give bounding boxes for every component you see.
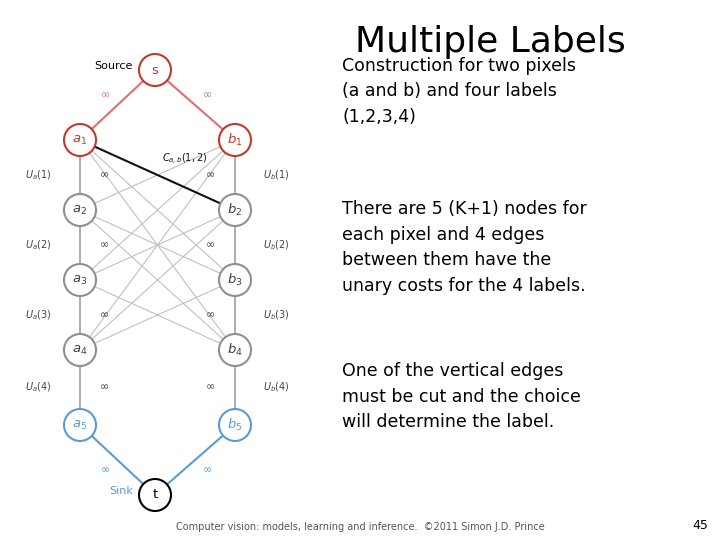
Text: ∞: ∞ — [100, 382, 109, 393]
Text: $U_{a}(3)$: $U_{a}(3)$ — [25, 308, 52, 322]
Text: Construction for two pixels
(a and b) and four labels
(1,2,3,4): Construction for two pixels (a and b) an… — [342, 57, 576, 126]
Text: 45: 45 — [692, 519, 708, 532]
Text: Sink: Sink — [109, 486, 133, 496]
Text: ∞: ∞ — [206, 310, 215, 320]
Text: ∞: ∞ — [100, 170, 109, 180]
Text: There are 5 (K+1) nodes for
each pixel and 4 edges
between them have the
unary c: There are 5 (K+1) nodes for each pixel a… — [342, 200, 587, 295]
Text: $a_4$: $a_4$ — [72, 343, 88, 356]
Text: ∞: ∞ — [101, 465, 110, 475]
Text: Computer vision: models, learning and inference.  ©2011 Simon J.D. Prince: Computer vision: models, learning and in… — [176, 522, 544, 532]
Text: $a_1$: $a_1$ — [73, 133, 88, 146]
Text: $b_2$: $b_2$ — [228, 202, 243, 218]
Text: $b_1$: $b_1$ — [228, 132, 243, 148]
Text: $b_5$: $b_5$ — [228, 417, 243, 433]
Text: ∞: ∞ — [206, 240, 215, 250]
Text: $a_2$: $a_2$ — [73, 204, 88, 217]
Text: Multiple Labels: Multiple Labels — [355, 25, 626, 59]
Circle shape — [219, 409, 251, 441]
Text: $a_3$: $a_3$ — [73, 273, 88, 287]
Text: ∞: ∞ — [101, 90, 110, 100]
Text: ∞: ∞ — [206, 382, 215, 393]
Text: $U_{b}(2)$: $U_{b}(2)$ — [263, 238, 289, 252]
Text: t: t — [153, 489, 158, 502]
Text: $U_{a}(2)$: $U_{a}(2)$ — [25, 238, 52, 252]
Circle shape — [219, 124, 251, 156]
Text: ∞: ∞ — [100, 310, 109, 320]
Circle shape — [219, 194, 251, 226]
Text: ∞: ∞ — [202, 465, 212, 475]
Circle shape — [139, 479, 171, 511]
Text: $b_4$: $b_4$ — [227, 342, 243, 358]
Text: s: s — [152, 64, 158, 77]
Circle shape — [64, 334, 96, 366]
Circle shape — [64, 194, 96, 226]
Text: ∞: ∞ — [206, 170, 215, 180]
Text: $U_{b}(3)$: $U_{b}(3)$ — [263, 308, 289, 322]
Circle shape — [64, 409, 96, 441]
Text: Source: Source — [94, 61, 133, 71]
Circle shape — [219, 334, 251, 366]
Text: One of the vertical edges
must be cut and the choice
will determine the label.: One of the vertical edges must be cut an… — [342, 362, 581, 431]
Text: $U_{a}(4)$: $U_{a}(4)$ — [25, 381, 52, 394]
Circle shape — [64, 124, 96, 156]
Text: $U_{b}(1)$: $U_{b}(1)$ — [263, 168, 289, 182]
Circle shape — [219, 264, 251, 296]
Text: ∞: ∞ — [100, 240, 109, 250]
Text: $a_5$: $a_5$ — [73, 418, 88, 431]
Text: ∞: ∞ — [202, 90, 212, 100]
Text: $b_3$: $b_3$ — [228, 272, 243, 288]
Text: $U_{b}(4)$: $U_{b}(4)$ — [263, 381, 289, 394]
Text: $C_{a,b}(1, 2)$: $C_{a,b}(1, 2)$ — [163, 152, 208, 167]
Text: $U_{a}(1)$: $U_{a}(1)$ — [25, 168, 52, 182]
Circle shape — [139, 54, 171, 86]
Circle shape — [64, 264, 96, 296]
